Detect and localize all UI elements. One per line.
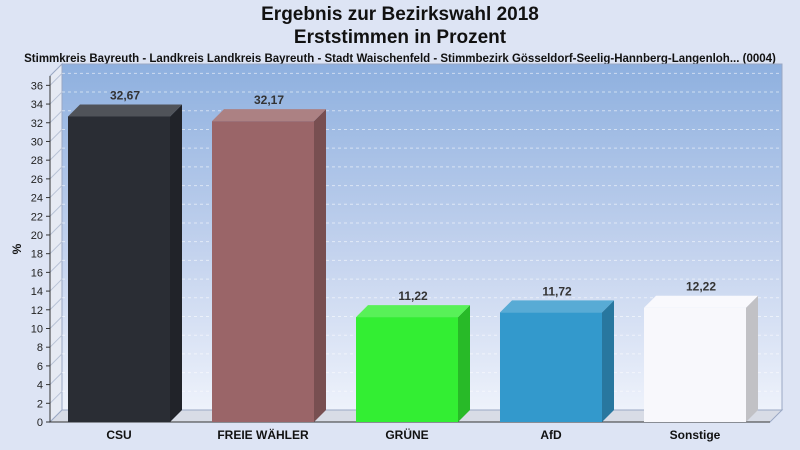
data-label: 32,67 [110,88,140,102]
bar-front [356,317,458,422]
x-tick-label: GRÜNE [385,427,428,442]
bar-front [212,121,314,423]
gridline-side [49,297,63,311]
chart-subtitle: Stimmkreis Bayreuth - Landkreis Landkrei… [24,53,776,65]
y-tick-label: 16 [31,267,43,279]
gridline-side [49,129,63,142]
bar-top [644,295,758,308]
y-tick-label: 28 [31,155,43,167]
y-tick-label: 22 [31,211,43,223]
gridline-side [49,222,63,236]
y-tick-label: 32 [31,118,43,130]
bar-side [170,104,182,423]
gridline-side [49,203,63,217]
x-tick-label: FREIE WÄHLER [217,427,309,442]
bar-top [68,104,182,117]
bar-top [212,109,326,122]
gridline-side [49,278,63,292]
y-tick-label: 0 [37,417,43,429]
bar [356,305,470,422]
chart-title: Ergebnis zur Bezirkswahl 2018 Erststimme… [0,3,800,49]
gridline-side [49,110,63,124]
gridline-side [49,316,63,329]
gridline-side [49,91,63,105]
gridline-side [49,185,63,198]
y-tick-label: 24 [31,193,43,205]
y-tick-label: 36 [31,80,43,92]
bar [644,295,758,422]
x-tick-label: CSU [106,428,131,442]
chart-title-line1: Ergebnis zur Bezirkswahl 2018 [261,4,539,25]
bar [68,104,182,423]
y-tick-label: 4 [37,380,43,392]
gridline-side [49,72,63,86]
bar-front [500,312,602,422]
bar-side [602,300,614,422]
bar-side [458,305,470,422]
bar-top [356,305,470,318]
y-tick-label: 14 [31,286,43,298]
gridline-side [49,147,63,161]
gridline-side [49,260,63,273]
gridline-side [49,372,63,385]
y-tick-label: 6 [37,361,43,373]
data-label: 12,22 [686,280,716,294]
y-tick-label: 2 [37,398,43,410]
x-tick-label: AfD [540,428,562,442]
bar-front [68,116,170,423]
x-tick-label: Sonstige [670,428,721,442]
y-tick-label: 30 [31,136,43,148]
bar-side [314,109,326,423]
data-label: 11,22 [398,289,428,303]
y-tick-label: 10 [31,323,43,335]
y-tick-label: 26 [31,174,43,186]
bar-side [746,295,758,422]
y-tick-label: 20 [31,230,43,242]
y-tick-label: 8 [37,342,43,354]
y-tick-label: 34 [31,99,43,111]
y-tick-label: 18 [31,249,43,261]
gridline-side [49,390,63,404]
bar [212,109,326,423]
bar-front [644,307,746,422]
bar [500,300,614,422]
y-axis-label: % [10,243,24,254]
gridline-side [49,334,63,348]
gridline-side [49,166,63,180]
gridline-side [49,241,63,255]
gridline-side [49,353,63,367]
data-label: 32,17 [254,93,284,107]
bar-top [500,300,614,313]
chart-title-line2: Erststimmen in Prozent [293,27,507,48]
data-label: 11,72 [542,284,572,298]
y-tick-label: 12 [31,305,43,317]
